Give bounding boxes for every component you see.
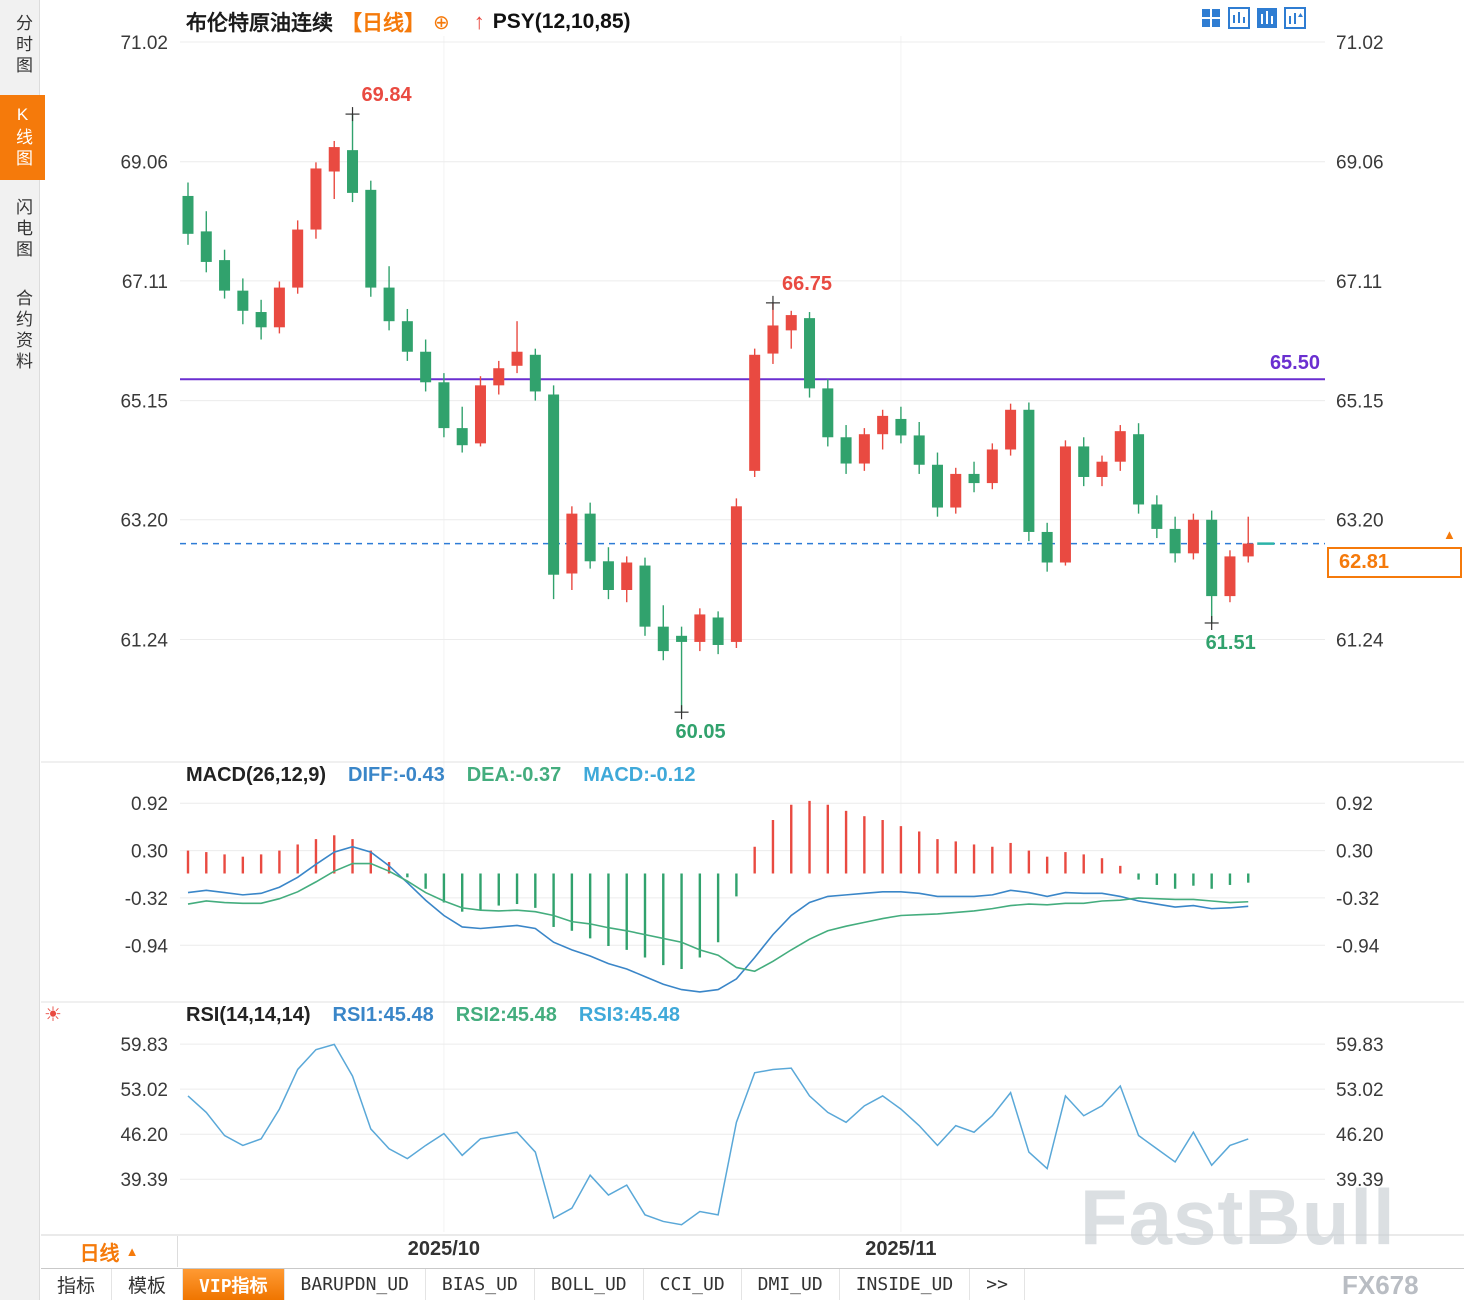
layout-kline-icon[interactable] <box>1256 7 1278 29</box>
tab-templates[interactable]: 模板 <box>112 1269 184 1300</box>
svg-text:67.11: 67.11 <box>1336 272 1382 293</box>
tab-more[interactable]: >> <box>970 1269 1025 1300</box>
svg-text:46.20: 46.20 <box>1336 1125 1384 1146</box>
layout-grid-icon[interactable] <box>1200 7 1222 29</box>
layout-indicator-window-icon[interactable] <box>1284 7 1306 29</box>
rsi-title[interactable]: RSI(14,14,14) <box>186 1004 311 1026</box>
tab-inside[interactable]: INSIDE_UD <box>840 1269 971 1300</box>
svg-text:39.39: 39.39 <box>120 1170 168 1191</box>
svg-text:63.20: 63.20 <box>1336 511 1384 532</box>
svg-text:0.92: 0.92 <box>131 794 168 815</box>
svg-text:65.15: 65.15 <box>1336 392 1384 413</box>
layout-icons <box>1200 7 1306 29</box>
tab-indicators[interactable]: 指标 <box>41 1269 113 1300</box>
svg-text:0.30: 0.30 <box>1336 842 1373 863</box>
svg-text:61.24: 61.24 <box>1336 630 1384 651</box>
layout-single-chart-icon[interactable] <box>1228 7 1250 29</box>
svg-text:53.02: 53.02 <box>120 1080 168 1101</box>
tab-vip-indicators[interactable]: VIP指标 <box>183 1269 285 1300</box>
macd-header: MACD(26,12,9) DIFF:-0.43 DEA:-0.37 MACD:… <box>186 764 695 787</box>
sidebar-tab-contract-info[interactable]: 合约资料 <box>13 289 32 373</box>
tab-barupdn[interactable]: BARUPDN_UD <box>285 1269 426 1300</box>
svg-text:39.39: 39.39 <box>1336 1170 1384 1191</box>
svg-text:-0.94: -0.94 <box>125 936 169 957</box>
period-tag[interactable]: 【日线】 <box>341 12 425 35</box>
sidebar-tab-kline-chart[interactable]: K线图 <box>0 95 45 180</box>
indicator-tab-bar: 指标 模板 VIP指标 BARUPDN_UD BIAS_UD BOLL_UD CCI_UD D… <box>41 1268 1464 1300</box>
last-price-tag: 62.81 <box>1327 546 1462 578</box>
period-selector[interactable]: 日线 ▲ <box>41 1236 178 1267</box>
macd-diff-value: DIFF:-0.43 <box>348 764 445 786</box>
rsi3-value: RSI3:45.48 <box>578 1004 681 1026</box>
chart-title-bar: 布伦特原油连续 【日线】 ⊕ ↑ PSY(12,10,85) <box>186 7 631 37</box>
svg-text:63.20: 63.20 <box>120 511 168 532</box>
sidebar-tab-time-chart[interactable]: 分时图 <box>13 14 32 77</box>
svg-text:-0.32: -0.32 <box>1336 889 1379 910</box>
rsi2-value: RSI2:45.48 <box>455 1004 557 1026</box>
rsi1-value: RSI1:45.48 <box>332 1004 434 1026</box>
last-price-arrow-icon: ▲ <box>1443 526 1456 542</box>
svg-text:-0.32: -0.32 <box>125 889 168 910</box>
svg-text:65.15: 65.15 <box>120 392 168 413</box>
svg-text:59.83: 59.83 <box>120 1035 168 1056</box>
svg-text:53.02: 53.02 <box>1336 1080 1384 1101</box>
svg-text:0.92: 0.92 <box>1336 794 1373 815</box>
macd-dea-value: DEA:-0.37 <box>466 764 562 786</box>
add-indicator-icon[interactable]: ⊕ <box>433 11 450 34</box>
psy-indicator-label[interactable]: PSY(12,10,85) <box>492 10 631 33</box>
svg-text:0.30: 0.30 <box>131 842 168 863</box>
period-label: 日线 <box>79 1243 120 1265</box>
rsi-header: RSI(14,14,14) RSI1:45.48 RSI2:45.48 RSI3… <box>186 1004 680 1027</box>
period-arrow-icon: ▲ <box>125 1244 139 1259</box>
psy-up-arrow-icon: ↑ <box>473 9 485 34</box>
sidebar-tab-flash-chart[interactable]: 闪电图 <box>13 198 32 261</box>
svg-text:-0.94: -0.94 <box>1336 936 1380 957</box>
svg-text:69.06: 69.06 <box>120 153 168 174</box>
svg-text:61.24: 61.24 <box>120 630 168 651</box>
hline-price-label: 65.50 <box>1269 352 1320 375</box>
symbol-name: 布伦特原油连续 <box>186 12 333 35</box>
svg-text:71.02: 71.02 <box>120 33 168 54</box>
tab-bias[interactable]: BIAS_UD <box>426 1269 535 1300</box>
svg-text:69.06: 69.06 <box>1336 153 1384 174</box>
left-sidebar: 分时图 K线图闪电图合约资料 <box>0 0 45 1300</box>
svg-text:46.20: 46.20 <box>120 1125 168 1146</box>
svg-text:67.11: 67.11 <box>122 272 168 293</box>
sun-icon: ☀ <box>44 1004 62 1026</box>
tab-dmi[interactable]: DMI_UD <box>742 1269 840 1300</box>
macd-title[interactable]: MACD(26,12,9) <box>186 764 327 786</box>
tab-cci[interactable]: CCI_UD <box>644 1269 742 1300</box>
svg-text:71.02: 71.02 <box>1336 33 1384 54</box>
svg-text:59.83: 59.83 <box>1336 1035 1384 1056</box>
macd-value: MACD:-0.12 <box>583 764 696 786</box>
tab-boll[interactable]: BOLL_UD <box>535 1269 644 1300</box>
